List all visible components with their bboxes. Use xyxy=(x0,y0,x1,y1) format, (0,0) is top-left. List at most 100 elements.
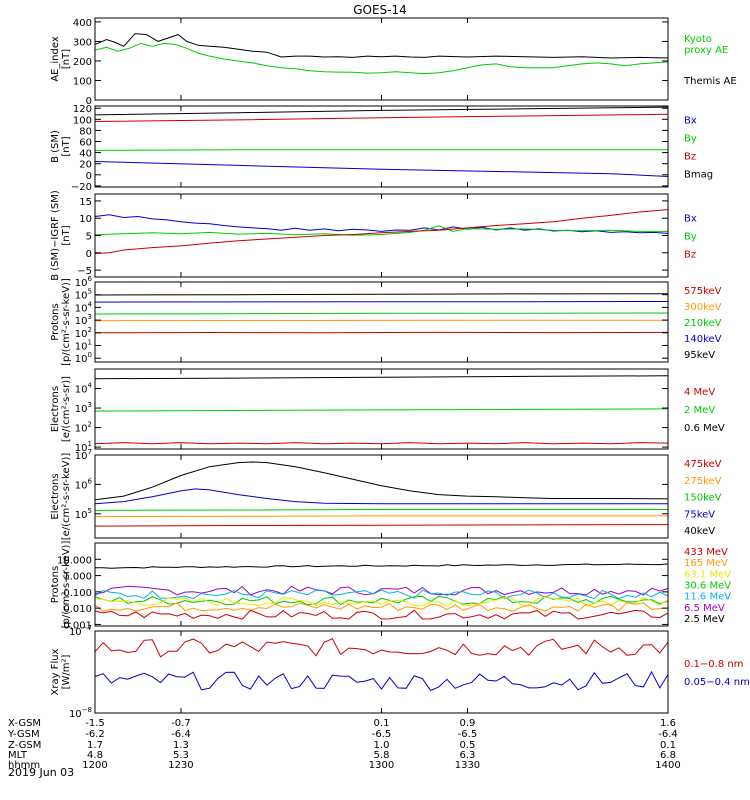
legend-2-mev: 2 MeV xyxy=(684,405,715,416)
legend-575kev: 575keV xyxy=(684,286,722,297)
y-axis-label: Protons[p/(cm²-s-sr-keV)] xyxy=(50,278,72,366)
legend-bz: Bz xyxy=(684,152,696,163)
tick-base: 10 xyxy=(75,510,88,521)
legend-by: By xyxy=(684,134,697,145)
series-475kev xyxy=(94,524,669,527)
series-210kev xyxy=(94,312,669,315)
legend-6.5-mev: 6.5 MeV xyxy=(684,603,725,614)
y-axis-label: Electrons[e/(cm²-s-sr)] xyxy=(50,376,72,442)
y-tick-label: 0 xyxy=(86,96,92,107)
tick-exponent: 2 xyxy=(88,326,92,334)
y-tick-label: 102 xyxy=(75,326,92,340)
y-axis-label-line: AE_index xyxy=(50,36,61,82)
x-row-value: -6.5 xyxy=(372,729,392,740)
x-row-label-hhmm: hhmm xyxy=(8,760,40,771)
y-axis-label: B (SM)[nT] xyxy=(50,130,72,163)
chart-date: 2019 Jun 03 xyxy=(8,766,74,779)
tick-exponent: 4 xyxy=(88,300,93,308)
chart-title: GOES-14 xyxy=(353,3,407,17)
y-axis-label-line: Electrons xyxy=(50,473,61,519)
tick-exponent: 2 xyxy=(88,421,92,429)
legend-63.1-mev: 63.1 MeV xyxy=(684,569,731,580)
series-95kev xyxy=(94,293,669,296)
tick-exponent: 1 xyxy=(88,338,92,346)
y-tick-label: 0.100 xyxy=(63,588,92,599)
series-kyoto-proxy-ae xyxy=(94,42,669,75)
y-tick-label: 100 xyxy=(73,76,92,87)
panel-protons_mev: 0.001 0.010 0.100 1.000 10.000Protons[p/(cm²… xyxy=(50,541,731,632)
y-axis-label-line: Protons xyxy=(50,566,61,603)
x-row-value: -1.5 xyxy=(85,718,105,729)
series-275kev xyxy=(94,515,668,518)
series-0.05-0.4-nm xyxy=(94,670,669,692)
y-tick-label: 0.010 xyxy=(63,604,92,615)
y-tick-label: 10−8 xyxy=(69,706,92,720)
panel-frame xyxy=(94,630,669,714)
x-row-value: 1.3 xyxy=(173,740,189,751)
x-axis-info: X-GSM -1.5 -0.7 0.1 0.9 1.6 Y-GSM -6.2 -6.4 -6.5 -… xyxy=(7,718,681,771)
legend-165-mev: 165 MeV xyxy=(684,558,728,569)
y-tick-label: 15 xyxy=(79,197,92,208)
tick-exponent: 0 xyxy=(88,351,92,359)
x-row-value: 1230 xyxy=(168,760,193,771)
tick-exponent: −8 xyxy=(82,706,92,714)
tick-exponent: 5 xyxy=(88,288,92,296)
x-row-label-mlt: MLT xyxy=(8,750,28,761)
y-tick-label: −20 xyxy=(71,182,92,193)
x-row-value: 0.5 xyxy=(459,740,475,751)
panel-protons: 100101102103104105106Protons[p/(cm²-s-sr… xyxy=(50,275,722,366)
tick-base: 10 xyxy=(75,451,88,462)
tick-base: 10 xyxy=(75,404,88,415)
tick-base: 10 xyxy=(75,278,88,289)
x-row-value: -6.5 xyxy=(458,729,478,740)
series-150kev xyxy=(94,509,668,511)
tick-base: 10 xyxy=(75,329,88,340)
legend-by: By xyxy=(684,232,697,243)
legend-bx: Bx xyxy=(684,214,697,225)
y-tick-label: 101 xyxy=(75,338,92,352)
tick-exponent: 6 xyxy=(88,477,93,485)
y-axis-label-line: [nT] xyxy=(61,225,72,245)
y-axis-label-line: Xray Flux xyxy=(50,648,61,695)
y-tick-label: 102 xyxy=(75,421,92,435)
x-row-label-x-gsm: X-GSM xyxy=(8,718,41,729)
legend-4-mev: 4 MeV xyxy=(684,387,715,398)
x-row-label-z-gsm: Z-GSM xyxy=(8,740,41,751)
x-row-value: 1.0 xyxy=(374,740,390,751)
legend-433-mev: 433 MeV xyxy=(684,547,728,558)
x-row-value: -6.4 xyxy=(171,729,191,740)
y-axis-label-line: [e/(cm²-s-sr)] xyxy=(61,376,72,442)
y-tick-label: 40 xyxy=(79,149,92,160)
panel-frame xyxy=(94,193,669,278)
y-tick-label: 60 xyxy=(79,138,92,149)
y-axis-label: AE_index[nT] xyxy=(50,36,72,82)
legend-0.05-0.4-nm: 0.05−0.4 nm xyxy=(684,677,750,688)
series-0.6-mev xyxy=(94,375,669,380)
x-row-value: 4.8 xyxy=(87,750,103,761)
tick-exponent: 3 xyxy=(88,313,92,321)
tick-exponent: 3 xyxy=(88,401,92,409)
y-tick-label: 80 xyxy=(79,126,92,137)
series-4-mev xyxy=(94,442,669,445)
y-axis-label: Electrons[e/(cm²-s-sr-keV)] xyxy=(50,453,72,541)
series-bx xyxy=(94,161,669,177)
legend-0.6-mev: 0.6 MeV xyxy=(684,423,725,434)
tick-base: 10 xyxy=(75,385,88,396)
legend-bz: Bz xyxy=(684,250,696,261)
legend-bx: Bx xyxy=(684,116,697,127)
series-2.5-mev xyxy=(94,563,669,569)
y-tick-label: 103 xyxy=(75,313,92,327)
series-6.5-mev xyxy=(94,585,669,596)
y-tick-label: 100 xyxy=(73,115,92,126)
legend-kyoto: Kyoto xyxy=(684,34,712,45)
y-tick-label: 200 xyxy=(73,57,92,68)
tick-base: 10 xyxy=(69,709,82,720)
y-axis-label-line: [e/(cm²-s-sr-keV)] xyxy=(61,453,72,541)
legend-proxy-ae: proxy AE xyxy=(684,45,728,56)
x-row-value: 1200 xyxy=(82,760,107,771)
y-tick-label: 100 xyxy=(75,351,92,365)
